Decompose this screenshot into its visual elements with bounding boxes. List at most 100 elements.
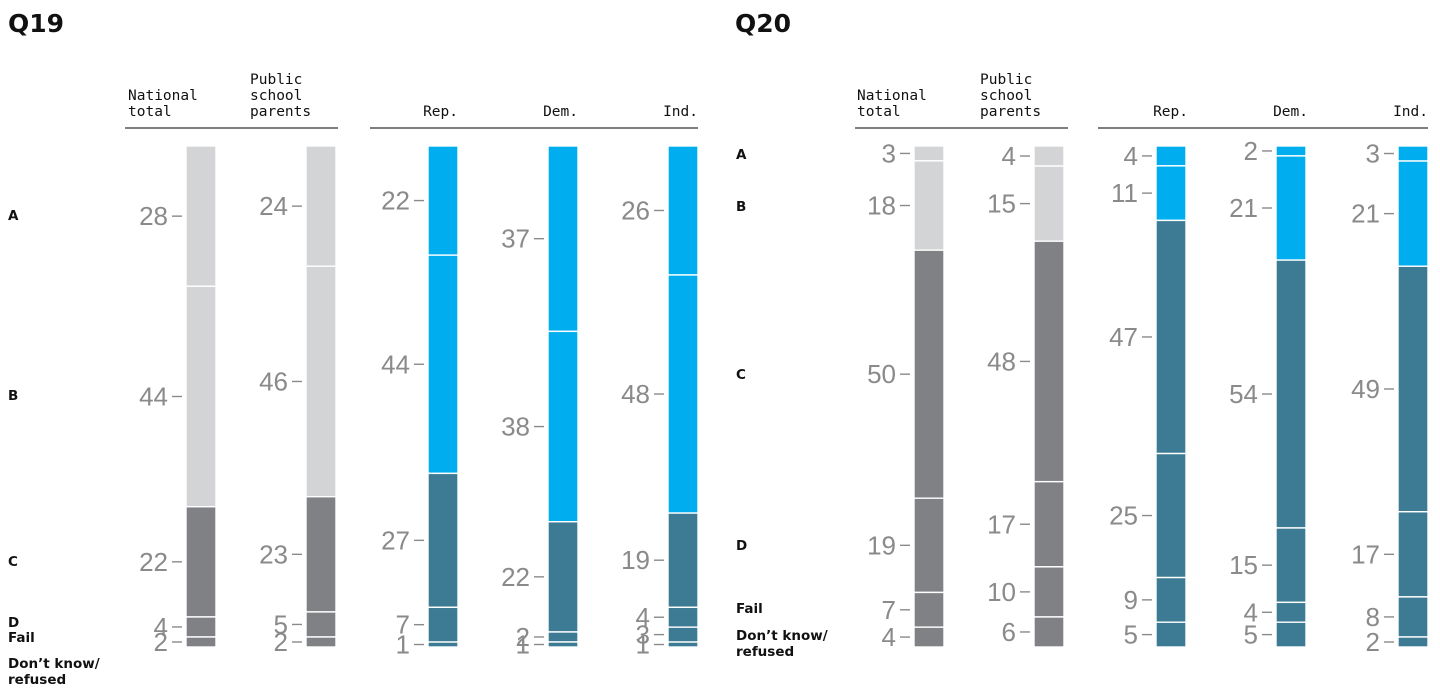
bar-segment <box>1033 566 1065 618</box>
bar-segment <box>305 496 337 613</box>
bar-segment <box>1275 145 1307 157</box>
group-header-line: Ind. <box>1393 104 1428 120</box>
bar-segment <box>1033 165 1065 242</box>
bar-segment <box>427 641 459 648</box>
data-label: 5 <box>1124 620 1138 650</box>
group-header-line: Rep. <box>423 104 458 120</box>
data-label: 1 <box>516 630 530 660</box>
data-label: 37 <box>501 224 530 254</box>
bar-segment <box>1155 219 1187 455</box>
panel-title: Q20 <box>735 9 791 38</box>
group-header-line: Dem. <box>543 104 578 120</box>
bar-segment <box>667 641 699 648</box>
data-label: 18 <box>867 191 896 221</box>
data-label: 50 <box>867 359 896 389</box>
group-header-line: Rep. <box>1153 104 1188 120</box>
bar-segment <box>667 606 699 628</box>
bar-segment <box>185 145 217 287</box>
row-label-fail: Fail <box>8 630 35 646</box>
data-label: 4 <box>882 622 896 652</box>
data-label: 46 <box>259 366 288 396</box>
data-label: 6 <box>1002 617 1016 647</box>
row-label-c: C <box>8 554 18 570</box>
data-label: 5 <box>1244 620 1258 650</box>
bar-segment <box>1397 596 1429 638</box>
q19-bars: 2844224224462352224427713738222126481943… <box>139 145 699 660</box>
bar-segment <box>667 512 699 609</box>
row-label-fail: Fail <box>736 601 763 617</box>
panel-title: Q19 <box>8 9 64 38</box>
bar-segment <box>1155 576 1187 623</box>
bar-segment <box>1155 452 1187 579</box>
bar-segment <box>427 472 459 609</box>
bar-segment <box>1155 165 1187 222</box>
bar-segment <box>1155 621 1187 648</box>
data-label: 2 <box>1366 627 1380 657</box>
bar-segment <box>1275 621 1307 648</box>
data-label: 11 <box>1111 178 1138 208</box>
data-label: 3 <box>882 138 896 168</box>
data-label: 2 <box>154 627 168 657</box>
group-header-line: Ind. <box>663 104 698 120</box>
group-header-line: National <box>857 88 927 104</box>
data-label: 2 <box>1244 136 1258 166</box>
bar-segment <box>1397 636 1429 648</box>
bar-segment <box>913 497 945 594</box>
group-header-line: school <box>250 88 302 104</box>
group-header-line: total <box>128 104 172 120</box>
data-label: 5 <box>274 609 288 639</box>
bar-segment <box>667 626 699 643</box>
bar-segment <box>185 285 217 508</box>
data-label: 44 <box>381 349 410 379</box>
data-label: 1 <box>396 630 410 660</box>
bar-segment <box>305 611 337 638</box>
data-label: 38 <box>501 412 530 442</box>
bar-segment <box>1033 480 1065 568</box>
panel-q20: Q20 National total Public school parents… <box>735 9 1429 660</box>
bar-segment <box>1275 259 1307 529</box>
data-label: 48 <box>987 346 1016 376</box>
bar-segment <box>305 145 337 267</box>
bar-segment <box>1397 511 1429 598</box>
bar-segment <box>305 265 337 498</box>
row-label-a: A <box>736 147 747 163</box>
data-label: 19 <box>867 530 896 560</box>
bar-segment <box>547 641 579 648</box>
data-label: 4 <box>1124 141 1138 171</box>
data-label: 4 <box>636 602 650 632</box>
data-label: 3 <box>1366 139 1380 169</box>
bar-segment <box>547 521 579 633</box>
data-label: 22 <box>381 186 410 216</box>
row-label-b: B <box>736 199 746 215</box>
row-label-dont-know-line1: Don’t know/ <box>8 656 100 672</box>
bar-segment <box>185 506 217 618</box>
data-label: 48 <box>621 379 650 409</box>
row-label-dont-know: Don’t know/ refused <box>736 628 832 660</box>
data-label: 47 <box>1109 322 1138 352</box>
data-label: 7 <box>396 610 410 640</box>
group-header-line: National <box>128 88 198 104</box>
bar-segment <box>547 631 579 643</box>
bar-segment <box>547 145 579 333</box>
panel-q19: Q19 National total Public school parents… <box>8 9 699 688</box>
bar-segment <box>185 616 217 638</box>
data-label: 17 <box>987 509 1016 539</box>
data-label: 4 <box>154 612 168 642</box>
data-label: 15 <box>987 189 1016 219</box>
q20-bars: 3185019744154817106411472595221541545321… <box>867 136 1429 657</box>
row-label-d: D <box>8 615 19 631</box>
bar-segment <box>667 274 699 514</box>
data-label: 44 <box>139 382 168 412</box>
data-label: 25 <box>1109 501 1138 531</box>
data-label: 24 <box>259 191 288 221</box>
bar-segment <box>913 145 945 162</box>
row-label-a: A <box>8 208 19 224</box>
group-header-line: parents <box>980 104 1041 120</box>
data-label: 26 <box>621 195 650 225</box>
bar-segment <box>1275 155 1307 261</box>
data-label: 2 <box>274 627 288 657</box>
group-header-line: Public <box>250 72 302 88</box>
bar-segment <box>1033 240 1065 483</box>
bar-segment <box>1155 145 1187 167</box>
